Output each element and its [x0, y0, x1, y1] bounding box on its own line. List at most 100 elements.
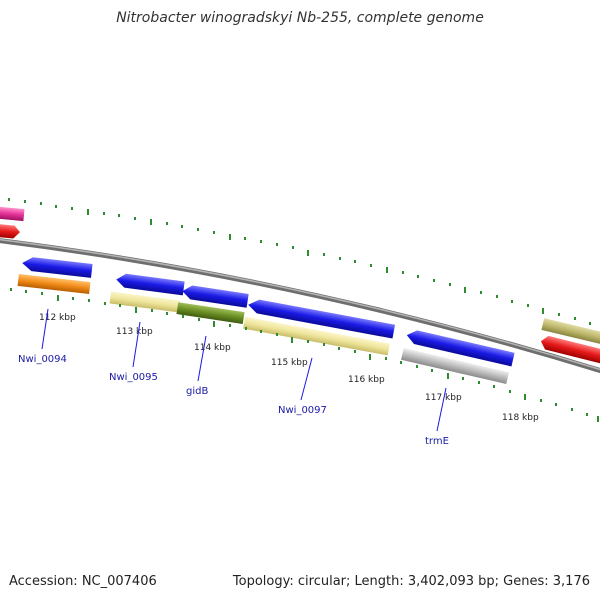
- leader-line: [197, 335, 207, 382]
- tick-mark: [558, 313, 560, 316]
- leader-line: [300, 357, 313, 401]
- tick-mark: [24, 200, 26, 203]
- tick-mark: [292, 246, 294, 249]
- tick-mark: [431, 369, 433, 372]
- gene-feature-tan-right: [541, 318, 600, 346]
- tick-mark: [25, 290, 27, 293]
- tick-mark: [8, 198, 10, 201]
- genome-summary-text: Topology: circular; Length: 3,402,093 bp…: [232, 574, 590, 589]
- tick-mark: [480, 291, 482, 294]
- tick-mark: [166, 222, 168, 225]
- tick-mark: [354, 260, 356, 263]
- gene-label-leaders: [41, 308, 447, 432]
- tick-mark: [417, 275, 419, 278]
- gene-label-nwi-0095[interactable]: Nwi_0095: [109, 372, 158, 383]
- tick-mark: [10, 288, 12, 291]
- gene-feature-gidb-blue: [182, 285, 249, 308]
- tick-mark: [72, 297, 74, 300]
- tick-mark: [213, 231, 215, 234]
- tick-mark: [509, 390, 511, 393]
- gene-feature-trme-blue: [406, 330, 515, 367]
- tick-mark: [400, 361, 402, 364]
- gene-feature-nwi-0097-blue: [248, 299, 396, 339]
- tick-mark: [402, 271, 404, 274]
- tick-mark: [245, 327, 247, 330]
- tick-mark: [597, 416, 599, 422]
- tick-mark: [589, 322, 591, 325]
- tick-mark: [213, 321, 215, 327]
- tick-mark: [542, 308, 544, 314]
- accession-text: Accession: NC_007406: [9, 574, 157, 589]
- tick-mark: [571, 408, 573, 411]
- tick-mark: [135, 307, 137, 313]
- tick-mark: [103, 212, 105, 215]
- tick-mark: [524, 394, 526, 400]
- gene-label-trme[interactable]: trmE: [425, 436, 449, 447]
- gene-label-nwi-0097[interactable]: Nwi_0097: [278, 405, 327, 416]
- tick-mark: [198, 318, 200, 321]
- inner-tick-ring: [10, 288, 599, 422]
- leader-line: [41, 308, 49, 350]
- tick-mark: [462, 377, 464, 380]
- tick-mark: [276, 243, 278, 246]
- leader-line: [132, 321, 141, 368]
- tick-mark: [493, 385, 495, 388]
- tick-mark: [166, 312, 168, 315]
- tick-mark: [307, 340, 309, 343]
- tick-label: 112 kbp: [39, 313, 76, 323]
- tick-mark: [151, 309, 153, 312]
- tick-mark: [40, 202, 42, 205]
- tick-mark: [244, 237, 246, 240]
- gene-feature-nwi-0097-khaki: [243, 316, 390, 356]
- tick-label: 118 kbp: [502, 413, 539, 423]
- tick-mark: [385, 357, 387, 360]
- gene-feature-pink: [0, 206, 25, 222]
- genome-backbone-highlight: [0, 238, 600, 371]
- tick-mark: [416, 365, 418, 368]
- gene-feature-nwi-0094-orange: [17, 273, 91, 295]
- tick-mark: [260, 240, 262, 243]
- gene-label-gidb[interactable]: gidB: [186, 386, 208, 397]
- gene-feature-gidb-olive: [176, 302, 245, 324]
- tick-mark: [369, 354, 371, 360]
- tick-mark: [291, 337, 293, 343]
- tick-mark: [229, 324, 231, 327]
- tick-mark: [134, 217, 136, 220]
- tick-mark: [307, 250, 309, 256]
- outer-tick-ring: [8, 198, 591, 325]
- tick-mark: [354, 350, 356, 353]
- tick-mark: [370, 264, 372, 267]
- tick-mark: [87, 209, 89, 215]
- tick-mark: [57, 295, 59, 301]
- tick-mark: [181, 225, 183, 228]
- tick-mark: [150, 219, 152, 225]
- tick-mark: [88, 299, 90, 302]
- tick-mark: [449, 283, 451, 286]
- tick-mark: [433, 279, 435, 282]
- gene-feature-nwi-0095-blue: [116, 273, 185, 296]
- tick-mark: [386, 267, 388, 273]
- tick-mark: [104, 302, 106, 305]
- tick-mark: [71, 207, 73, 210]
- leader-line: [436, 387, 447, 432]
- tick-mark: [540, 399, 542, 402]
- tick-mark: [478, 381, 480, 384]
- gene-feature-red-right: [540, 335, 600, 365]
- tick-mark: [119, 304, 121, 307]
- tick-mark: [41, 292, 43, 295]
- tick-mark: [511, 300, 513, 303]
- tick-label: 116 kbp: [348, 375, 385, 385]
- gene-label-nwi-0094[interactable]: Nwi_0094: [18, 354, 67, 365]
- tick-mark: [229, 234, 231, 240]
- tick-mark: [574, 317, 576, 320]
- tick-mark: [338, 347, 340, 350]
- tick-mark: [339, 257, 341, 260]
- tick-label: 113 kbp: [116, 327, 153, 337]
- tick-mark: [555, 403, 557, 406]
- map-title: Nitrobacter winogradskyi Nb-255, complet…: [116, 10, 484, 26]
- tick-mark: [276, 333, 278, 336]
- tick-mark: [464, 287, 466, 293]
- gene-feature-nwi-0094-blue: [22, 257, 93, 278]
